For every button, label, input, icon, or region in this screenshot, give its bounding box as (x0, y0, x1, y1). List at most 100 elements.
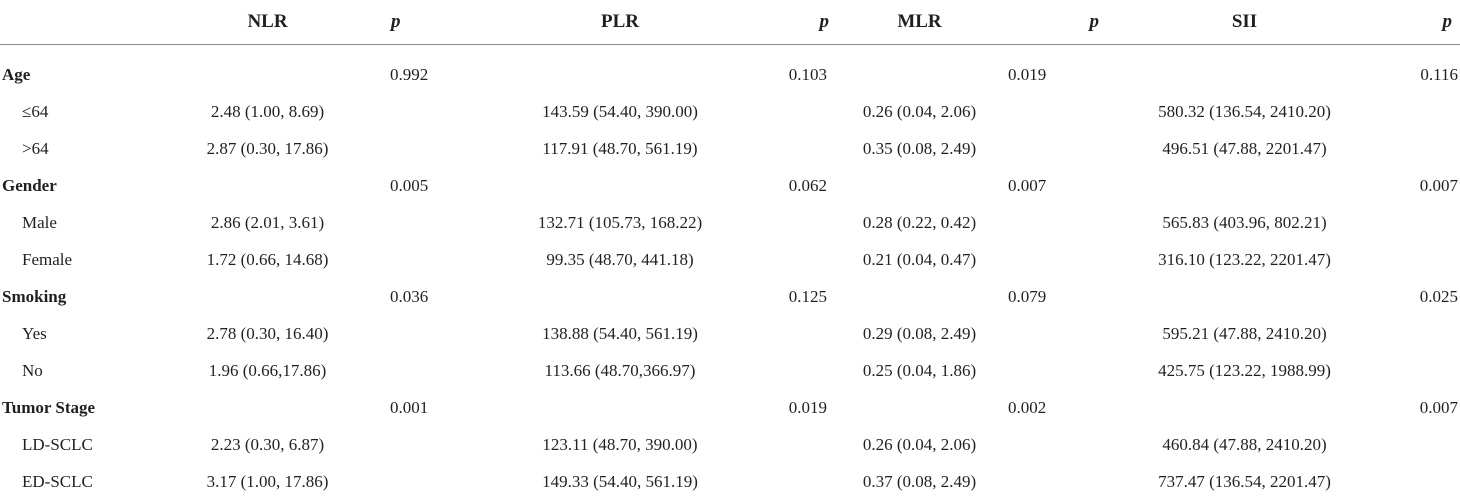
empty-cell (1107, 278, 1382, 315)
empty-cell (365, 426, 455, 463)
p-value-cell: 0.992 (365, 56, 455, 93)
value-cell: 1.96 (0.66,17.86) (170, 352, 365, 389)
p-value-cell: 0.007 (1382, 167, 1460, 204)
empty-cell (837, 278, 1002, 315)
row-label: Female (0, 241, 170, 278)
empty-cell (365, 204, 455, 241)
empty-cell (170, 278, 365, 315)
empty-cell (785, 426, 837, 463)
header-plr: PLR (455, 0, 785, 45)
row-label: Yes (0, 315, 170, 352)
p-value-cell: 0.001 (365, 389, 455, 426)
value-cell: 2.48 (1.00, 8.69) (170, 93, 365, 130)
empty-cell (1107, 167, 1382, 204)
empty-cell (837, 167, 1002, 204)
empty-cell (170, 167, 365, 204)
value-cell: 0.25 (0.04, 1.86) (837, 352, 1002, 389)
value-cell: 3.17 (1.00, 17.86) (170, 463, 365, 500)
empty-cell (1382, 315, 1460, 352)
empty-cell (785, 315, 837, 352)
value-cell: 0.21 (0.04, 0.47) (837, 241, 1002, 278)
value-cell: 737.47 (136.54, 2201.47) (1107, 463, 1382, 500)
value-cell: 123.11 (48.70, 390.00) (455, 426, 785, 463)
empty-cell (455, 389, 785, 426)
value-cell: 117.91 (48.70, 561.19) (455, 130, 785, 167)
value-cell: 595.21 (47.88, 2410.20) (1107, 315, 1382, 352)
value-cell: 1.72 (0.66, 14.68) (170, 241, 365, 278)
value-cell: 2.23 (0.30, 6.87) (170, 426, 365, 463)
p-value-cell: 0.103 (785, 56, 837, 93)
spacer-cell (0, 45, 1460, 57)
header-p: p (1002, 0, 1107, 45)
empty-cell (785, 204, 837, 241)
value-cell: 132.71 (105.73, 168.22) (455, 204, 785, 241)
value-cell: 138.88 (54.40, 561.19) (455, 315, 785, 352)
empty-cell (1382, 352, 1460, 389)
p-value-cell: 0.007 (1002, 167, 1107, 204)
empty-cell (1382, 204, 1460, 241)
empty-cell (1002, 93, 1107, 130)
value-cell: 143.59 (54.40, 390.00) (455, 93, 785, 130)
p-value-cell: 0.062 (785, 167, 837, 204)
empty-cell (1382, 130, 1460, 167)
p-value-cell: 0.019 (785, 389, 837, 426)
empty-cell (170, 56, 365, 93)
p-value-cell: 0.005 (365, 167, 455, 204)
empty-cell (785, 241, 837, 278)
empty-cell (1002, 352, 1107, 389)
empty-cell (1382, 241, 1460, 278)
empty-cell (455, 56, 785, 93)
spacer-row (0, 45, 1460, 57)
value-cell: 0.37 (0.08, 2.49) (837, 463, 1002, 500)
value-cell: 0.26 (0.04, 2.06) (837, 426, 1002, 463)
empty-cell (365, 352, 455, 389)
p-value-cell: 0.025 (1382, 278, 1460, 315)
empty-cell (785, 93, 837, 130)
header-p: p (785, 0, 837, 45)
empty-cell (1002, 315, 1107, 352)
header-p: p (365, 0, 455, 45)
group-label: Gender (0, 167, 170, 204)
empty-cell (1382, 463, 1460, 500)
empty-cell (1002, 463, 1107, 500)
empty-cell (1002, 130, 1107, 167)
value-cell: 425.75 (123.22, 1988.99) (1107, 352, 1382, 389)
p-value-cell: 0.116 (1382, 56, 1460, 93)
empty-cell (170, 389, 365, 426)
value-cell: 0.28 (0.22, 0.42) (837, 204, 1002, 241)
empty-cell (365, 241, 455, 278)
header-sii: SII (1107, 0, 1382, 45)
row-label: LD-SCLC (0, 426, 170, 463)
empty-cell (837, 389, 1002, 426)
header-row: NLR p PLR p MLR p SII p (0, 0, 1460, 45)
header-nlr: NLR (170, 0, 365, 45)
empty-cell (1002, 241, 1107, 278)
empty-cell (1107, 56, 1382, 93)
value-cell: 2.78 (0.30, 16.40) (170, 315, 365, 352)
group-row: Gender 0.005 0.062 0.007 0.007 (0, 167, 1460, 204)
value-cell: 565.83 (403.96, 802.21) (1107, 204, 1382, 241)
group-label: Smoking (0, 278, 170, 315)
value-cell: 113.66 (48.70,366.97) (455, 352, 785, 389)
value-cell: 496.51 (47.88, 2201.47) (1107, 130, 1382, 167)
empty-cell (785, 130, 837, 167)
p-value-cell: 0.125 (785, 278, 837, 315)
p-value-cell: 0.007 (1382, 389, 1460, 426)
row-label: Male (0, 204, 170, 241)
header-mlr: MLR (837, 0, 1002, 45)
value-cell: 149.33 (54.40, 561.19) (455, 463, 785, 500)
value-cell: 2.86 (2.01, 3.61) (170, 204, 365, 241)
empty-cell (1107, 389, 1382, 426)
empty-cell (455, 278, 785, 315)
value-cell: 460.84 (47.88, 2410.20) (1107, 426, 1382, 463)
